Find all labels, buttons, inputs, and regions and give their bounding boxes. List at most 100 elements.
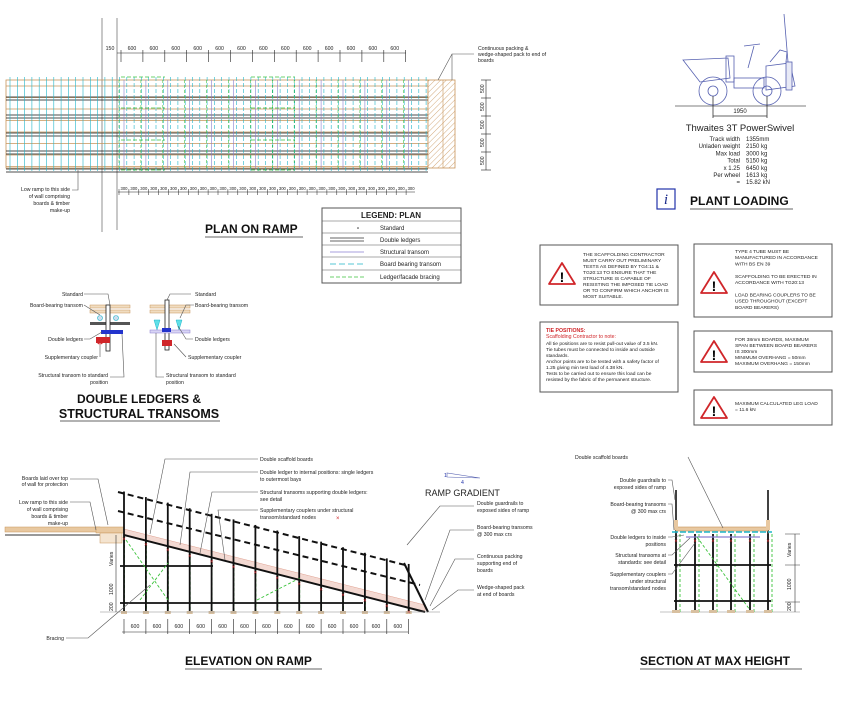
warning-text-1: MOST SUITABLE.	[583, 294, 623, 300]
dumper-truck-drawing	[675, 13, 806, 118]
legend-plan: LEGEND: PLAN Standard Double ledgers Str…	[321, 207, 462, 284]
tie-title: TIE POSITIONS:	[546, 328, 586, 334]
warning-text-4: = 11.6 kN	[735, 407, 756, 413]
warning-text-1: MUST CARRY OUT PRELIMINARY	[583, 258, 662, 264]
dim-label: 600	[262, 624, 271, 630]
warning-text-2: BOARD BEARERS)	[735, 305, 779, 311]
diagonal-bracing	[256, 577, 301, 601]
note-right: Double guardrails to	[477, 501, 524, 507]
plan-top-dimensions: 150 600 600 600 600 600 600 600 600 600 600 600 600 6…	[106, 46, 407, 62]
guardrail-mid	[117, 510, 421, 586]
dim-label: 300	[249, 186, 257, 191]
spec-label: Unladen weight	[699, 144, 741, 150]
dim-label: 300	[299, 186, 307, 191]
dim-label: 300	[190, 186, 198, 191]
leader	[437, 53, 474, 81]
supp-coupler-marker: ×	[297, 582, 301, 588]
warning-text-2: TYPE 4 TUBE MUST BE	[735, 249, 790, 255]
dim-label: 300	[279, 186, 287, 191]
base-plate	[121, 611, 127, 614]
ramp-slope-line	[123, 534, 426, 613]
warning-text-2: LOAD BEARING COUPLERS TO BE	[735, 292, 817, 298]
dim-label: 600	[306, 624, 315, 630]
warning-icon	[700, 340, 728, 363]
label-struct-transom: position	[166, 380, 184, 386]
supp-coupler-marker: ×	[336, 516, 340, 522]
supp-coupler-marker: ×	[385, 604, 389, 610]
diagonal-bracing	[696, 536, 751, 611]
legend-label: Double ledgers	[380, 238, 420, 244]
dim-label: 300	[358, 186, 366, 191]
dim-label: 300	[309, 186, 317, 191]
warning-text-3: SPAN BETWEEN BOARD BEARERS	[735, 343, 818, 349]
legend-label: Structural transom	[380, 250, 429, 256]
dim-label: 300	[259, 186, 267, 191]
plant-specs: Track width 1355mm Unladen weight 2150 kg Ma…	[699, 137, 770, 186]
spec-label: =	[736, 180, 740, 186]
dim-label: 600	[284, 624, 293, 630]
plan-on-ramp: 150 600 600 600 600 600 600 600 600 600 600 600 600 6…	[5, 18, 547, 238]
note-supp-couplers: Supplementary couplers under structural	[260, 508, 353, 514]
dim-label: 300	[170, 186, 178, 191]
supp-coupler-marker: ×	[729, 539, 733, 545]
label-struct-transom: Structural transom to standard	[38, 373, 108, 379]
plan-title: PLAN ON RAMP	[205, 222, 298, 236]
dim-label: Varies	[109, 551, 115, 566]
dim-label: 200	[787, 602, 793, 611]
note-right: @ 300 max crs	[477, 532, 512, 538]
dim-label: 600	[372, 624, 381, 630]
dim-label: 600	[281, 46, 290, 52]
standard-tube	[105, 304, 111, 352]
warning-text-2: MANUFACTURED IN ACCORDANCE	[735, 255, 819, 261]
note-supp-couplers: transom/standard nodes	[260, 515, 316, 521]
gradient-rise: 1	[444, 473, 447, 479]
leader	[668, 537, 691, 556]
spec-label: Max load	[716, 151, 740, 157]
label-struct-transom: position	[90, 380, 108, 386]
wedge-pack	[427, 79, 456, 169]
note-right: supporting end of	[477, 561, 518, 567]
note-right: Wedge-shaped pack	[477, 585, 525, 591]
dim-label: 300	[150, 186, 158, 191]
note-line: make-up	[50, 208, 70, 214]
dim-label: 300	[398, 186, 406, 191]
leader	[668, 542, 696, 575]
ramp-gradient: 1 4 RAMP GRADIENT	[425, 472, 500, 498]
elevation-title: ELEVATION ON RAMP	[185, 654, 312, 668]
dim-label: 300	[328, 186, 336, 191]
dim-label: 1000	[109, 583, 115, 595]
spec-label: x 1.25	[724, 166, 741, 172]
base-plate	[383, 611, 390, 614]
dim-label: 300	[200, 186, 208, 191]
dim-label: 600	[218, 624, 227, 630]
leader	[668, 479, 676, 501]
label-standard: Standard	[62, 292, 83, 298]
scaffold-boards	[675, 526, 769, 532]
note-structural-transoms: see detail	[260, 497, 282, 503]
supp-coupler-marker: ×	[693, 539, 697, 545]
dim-label: 300	[388, 186, 396, 191]
section-note: under structural	[630, 579, 666, 585]
dim-label: 300	[269, 186, 277, 191]
note-low-ramp: make-up	[48, 521, 68, 527]
spec-value: 6450 kg	[746, 166, 767, 172]
tie-text: 1.25 giving min test load of 4.38 kN.	[546, 365, 624, 371]
dim-label: 600	[328, 624, 337, 630]
warning-text-2: USED THROUGHOUT (EXCEPT	[735, 299, 807, 305]
note-right: at end of boards	[477, 592, 515, 598]
base-plate	[361, 611, 368, 614]
dim-label: 300	[289, 186, 297, 191]
section-at-max-height: × × × × × × Double scaffold boards Double guar…	[575, 455, 802, 670]
note-low-ramp: boards & timber	[31, 514, 68, 520]
plan-right-dimensions: 500 500 500 500 500	[480, 79, 491, 171]
supp-coupler-marker: ×	[711, 539, 715, 545]
tie-text: Anchor points are to be tested with a sa…	[546, 359, 659, 365]
base-plate	[340, 611, 346, 614]
section-note: Board-bearing transoms	[610, 502, 666, 508]
section-note: @ 300 max crs	[631, 509, 666, 515]
dim-label: 600	[196, 624, 205, 630]
elevation-dimensions: 600 600 600 600 600 600 600 600 600 600 600 600 600	[122, 619, 410, 634]
plant-model: Thwaites 3T PowerSwivel	[686, 123, 795, 134]
section-note: standards: see detail	[618, 560, 666, 566]
